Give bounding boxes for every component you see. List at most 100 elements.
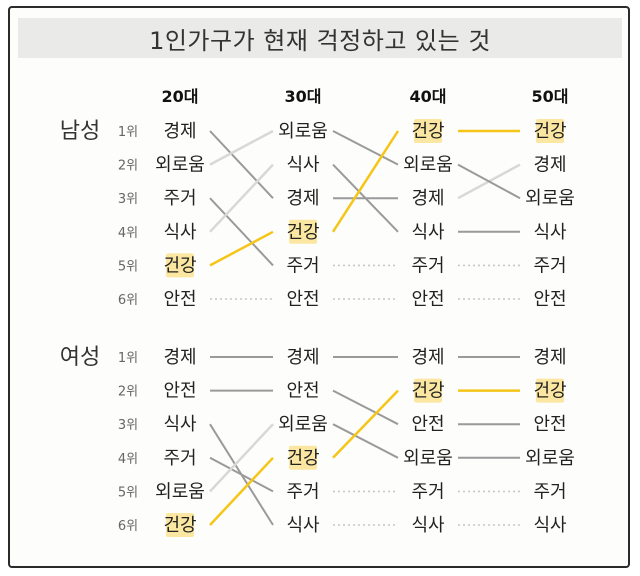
chart-frame <box>8 6 630 568</box>
rank-connector <box>209 423 274 493</box>
rank-cell: 주거 <box>411 481 444 502</box>
age-group-header: 40대 <box>410 87 447 106</box>
highlight-box <box>536 378 564 403</box>
rank-connector <box>332 389 399 426</box>
rank-label: 1위 <box>118 351 138 366</box>
connector-lines <box>209 129 521 300</box>
rank-cell: 주거 <box>533 481 566 502</box>
rank-cell: 주거 <box>163 188 196 209</box>
highlight-box <box>166 513 194 537</box>
rank-connector <box>209 197 274 267</box>
rank-label: 4위 <box>118 452 138 467</box>
rank-cell: 건강 <box>286 222 319 243</box>
rank-cell: 경제 <box>411 347 444 368</box>
highlight-box <box>289 219 317 244</box>
panel-female: 여성 1위2위3위4위5위6위경제안전식사주거외로움건강경제안전외로움건강주거식사… <box>60 345 575 537</box>
rank-label: 5위 <box>118 259 138 274</box>
rank-cell: 안전 <box>533 414 566 435</box>
rank-cell: 건강 <box>411 381 444 402</box>
rank-cell: 건강 <box>163 515 196 536</box>
rank-cell: 경제 <box>286 347 319 368</box>
panel-male: 남성 1위2위3위4위5위6위경제외로움주거식사건강안전외로움식사경제건강주거안전… <box>60 119 575 310</box>
highlight-boxes <box>166 378 564 537</box>
age-group-header: 50대 <box>532 87 569 106</box>
rank-connector <box>332 423 399 459</box>
rank-label: 2위 <box>118 159 138 174</box>
rank-cell: 주거 <box>286 481 319 502</box>
rank-label: 1위 <box>118 125 138 140</box>
highlight-box <box>414 378 442 403</box>
rank-cell: 식사 <box>411 515 445 536</box>
rank-connector <box>209 163 274 233</box>
rank-connector <box>209 129 274 166</box>
rank-cell: 외로움 <box>278 414 328 435</box>
rank-cell: 외로움 <box>155 155 205 176</box>
rank-cell: 외로움 <box>403 448 453 469</box>
rank-label: 2위 <box>118 385 138 400</box>
rank-cell: 건강 <box>163 255 196 276</box>
rank-cell: 경제 <box>163 121 196 142</box>
cell-labels: 경제외로움주거식사건강안전외로움식사경제건강주거안전건강외로움경제식사주거안전건… <box>155 121 575 310</box>
rank-cell: 식사 <box>411 222 445 243</box>
highlight-connector <box>209 456 274 526</box>
rank-cell: 경제 <box>533 155 566 176</box>
rank-cell: 안전 <box>411 414 444 435</box>
rank-connector <box>332 163 399 233</box>
group-label: 남성 <box>60 119 100 144</box>
rank-cell: 식사 <box>163 414 197 435</box>
rank-label: 6위 <box>118 519 138 534</box>
rank-label: 3위 <box>118 192 138 207</box>
rank-cell: 경제 <box>286 188 319 209</box>
highlight-connector <box>209 230 274 267</box>
rank-cell: 안전 <box>533 289 566 310</box>
age-group-header: 30대 <box>285 87 322 106</box>
title-bar: 1인가구가 현재 걱정하고 있는 것 <box>18 18 622 58</box>
highlight-connector <box>332 389 399 459</box>
rank-cell: 주거 <box>286 255 319 276</box>
rank-cell: 건강 <box>533 121 566 142</box>
rank-connector <box>209 130 274 199</box>
rank-cell: 경제 <box>533 347 566 368</box>
rank-cell: 안전 <box>163 289 196 310</box>
group-label: 여성 <box>60 345 100 370</box>
rank-connector <box>209 456 274 493</box>
rank-cell: 식사 <box>286 515 320 536</box>
rank-cell: 경제 <box>411 188 444 209</box>
rank-cell: 안전 <box>411 289 444 310</box>
rank-cell: 안전 <box>286 381 319 402</box>
rank-cell: 외로움 <box>403 155 453 176</box>
rank-cell: 주거 <box>411 255 444 276</box>
rank-cell: 안전 <box>163 381 196 402</box>
highlight-lines <box>209 389 520 526</box>
rank-label: 5위 <box>118 485 138 500</box>
rank-cell: 건강 <box>411 121 444 142</box>
rank-cell: 외로움 <box>155 481 205 502</box>
highlight-boxes <box>166 119 564 278</box>
connector-lines <box>209 356 520 526</box>
rank-cell: 식사 <box>533 515 567 536</box>
highlight-box <box>166 253 194 278</box>
rank-cell: 주거 <box>163 448 196 469</box>
rank-cell: 식사 <box>163 222 197 243</box>
rank-cell: 식사 <box>533 222 567 243</box>
rank-cell: 건강 <box>286 448 319 469</box>
age-group-header: 20대 <box>162 87 199 106</box>
rank-cell: 경제 <box>163 347 196 368</box>
rank-cell: 식사 <box>286 155 320 176</box>
highlight-lines <box>209 129 520 267</box>
rank-cell: 외로움 <box>525 188 575 209</box>
highlight-connector <box>331 130 400 233</box>
rank-cell: 건강 <box>533 381 566 402</box>
highlight-box <box>414 119 442 143</box>
rank-cell: 안전 <box>286 289 319 310</box>
highlight-box <box>536 119 564 143</box>
rank-label: 3위 <box>118 418 138 433</box>
rank-connector <box>332 130 399 166</box>
rank-label: 6위 <box>118 293 138 308</box>
chart-title: 1인가구가 현재 걱정하고 있는 것 <box>149 26 491 55</box>
highlight-box <box>289 445 317 470</box>
rank-label: 4위 <box>118 226 138 241</box>
rank-cell: 외로움 <box>278 121 328 142</box>
rank-cell: 외로움 <box>525 448 575 469</box>
